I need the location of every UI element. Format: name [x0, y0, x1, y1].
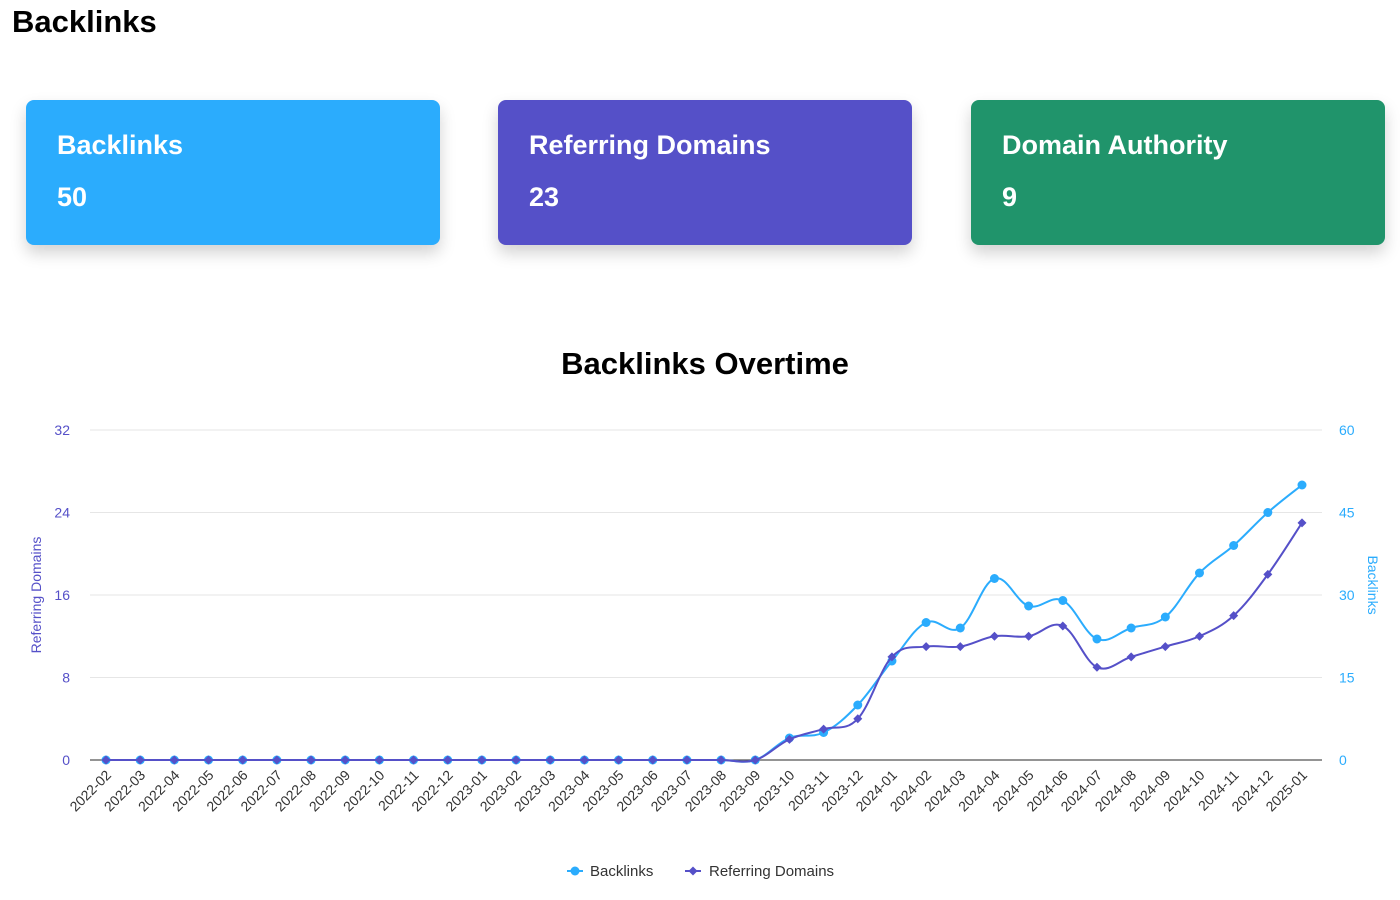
- y-left-tick-label: 8: [62, 670, 70, 686]
- backlinks-point: [1297, 480, 1307, 490]
- y-left-tick-label: 16: [54, 587, 70, 603]
- backlinks-point: [1126, 623, 1136, 633]
- referring-domains-point: [443, 755, 453, 765]
- referring-domains-point: [409, 755, 419, 765]
- backlinks-point: [1194, 568, 1204, 578]
- referring-domains-point: [1058, 621, 1068, 631]
- y-left-tick-label: 0: [62, 752, 70, 768]
- referring-domains-point: [272, 755, 282, 765]
- referring-domains-point: [989, 631, 999, 641]
- referring-domains-point: [1092, 662, 1102, 672]
- backlinks-point: [853, 700, 863, 710]
- domain-authority-card: Domain Authority 9: [971, 100, 1385, 245]
- referring-domains-point: [1229, 611, 1239, 621]
- backlinks-point: [1092, 634, 1102, 644]
- referring-domains-point: [238, 755, 248, 765]
- referring-domains-point: [1126, 652, 1136, 662]
- referring-domains-point: [135, 755, 145, 765]
- legend-backlinks-marker: [570, 866, 580, 876]
- referring-domains-point: [648, 755, 658, 765]
- backlinks-point: [1024, 601, 1034, 611]
- card-title: Backlinks: [57, 130, 184, 160]
- referring-domains-point: [1194, 631, 1204, 641]
- referring-domains-point: [579, 755, 589, 765]
- y-left-axis-title: Referring Domains: [28, 537, 44, 654]
- referring-domains-point: [887, 652, 897, 662]
- referring-domains-point: [101, 755, 111, 765]
- y-right-tick-label: 60: [1339, 422, 1355, 438]
- backlinks-line-chart: 0 0 8 15 16 30 24 45 32 60 Referring Domains Backli…: [28, 422, 1381, 880]
- backlinks-point: [1263, 508, 1273, 517]
- referring-domains-point: [340, 755, 350, 765]
- referring-domains-point: [682, 755, 692, 765]
- referring-domains-point: [716, 755, 726, 765]
- y-right-tick-label: 15: [1339, 670, 1355, 686]
- referring-domains-point: [614, 755, 624, 765]
- referring-domains-point: [169, 755, 179, 765]
- referring-domains-point: [306, 755, 316, 765]
- referring-domains-point: [374, 755, 384, 765]
- referring-domains-point: [819, 724, 829, 734]
- referring-domains-point: [545, 755, 555, 765]
- y-right-axis-title: Backlinks: [1365, 555, 1381, 614]
- card-value: 23: [529, 182, 560, 212]
- backlinks-point: [1160, 612, 1170, 622]
- chart-title: Backlinks Overtime: [561, 346, 849, 381]
- backlinks-point: [1058, 596, 1068, 605]
- referring-domains-point: [921, 642, 931, 652]
- backlinks-point: [989, 574, 999, 583]
- backlinks-point: [1229, 541, 1239, 550]
- referring-domains-line: [106, 522, 1303, 763]
- y-right-tick-label: 45: [1339, 505, 1355, 521]
- referring-domains-point: [1297, 518, 1307, 528]
- legend-backlinks-label: Backlinks: [590, 863, 653, 880]
- legend-referring-domains-label: Referring Domains: [709, 863, 834, 880]
- page-title: Backlinks: [12, 4, 157, 39]
- referring-domains-card: Referring Domains 23: [498, 100, 912, 245]
- referring-domains-point: [1024, 631, 1034, 641]
- referring-domains-point: [1263, 569, 1273, 579]
- referring-domains-point: [784, 734, 794, 744]
- referring-domains-point: [1160, 642, 1170, 652]
- referring-domains-point: [955, 642, 965, 652]
- card-title: Domain Authority: [1002, 130, 1228, 160]
- y-left-tick-label: 32: [54, 422, 70, 438]
- backlinks-point: [921, 618, 931, 627]
- card-value: 9: [1002, 182, 1018, 212]
- y-right-tick-label: 30: [1339, 587, 1355, 603]
- card-value: 50: [57, 182, 88, 212]
- y-left-tick-label: 24: [54, 505, 70, 521]
- backlinks-point: [955, 623, 965, 633]
- card-title: Referring Domains: [529, 130, 771, 160]
- referring-domains-point: [750, 755, 760, 765]
- referring-domains-point: [511, 755, 521, 765]
- referring-domains-point: [853, 714, 863, 724]
- referring-domains-point: [477, 755, 487, 765]
- referring-domains-point: [204, 755, 214, 765]
- backlinks-line: [106, 484, 1303, 763]
- backlinks-card: Backlinks 50: [26, 100, 440, 245]
- legend-referring-domains-marker: [688, 866, 698, 876]
- y-right-tick-label: 0: [1339, 752, 1347, 768]
